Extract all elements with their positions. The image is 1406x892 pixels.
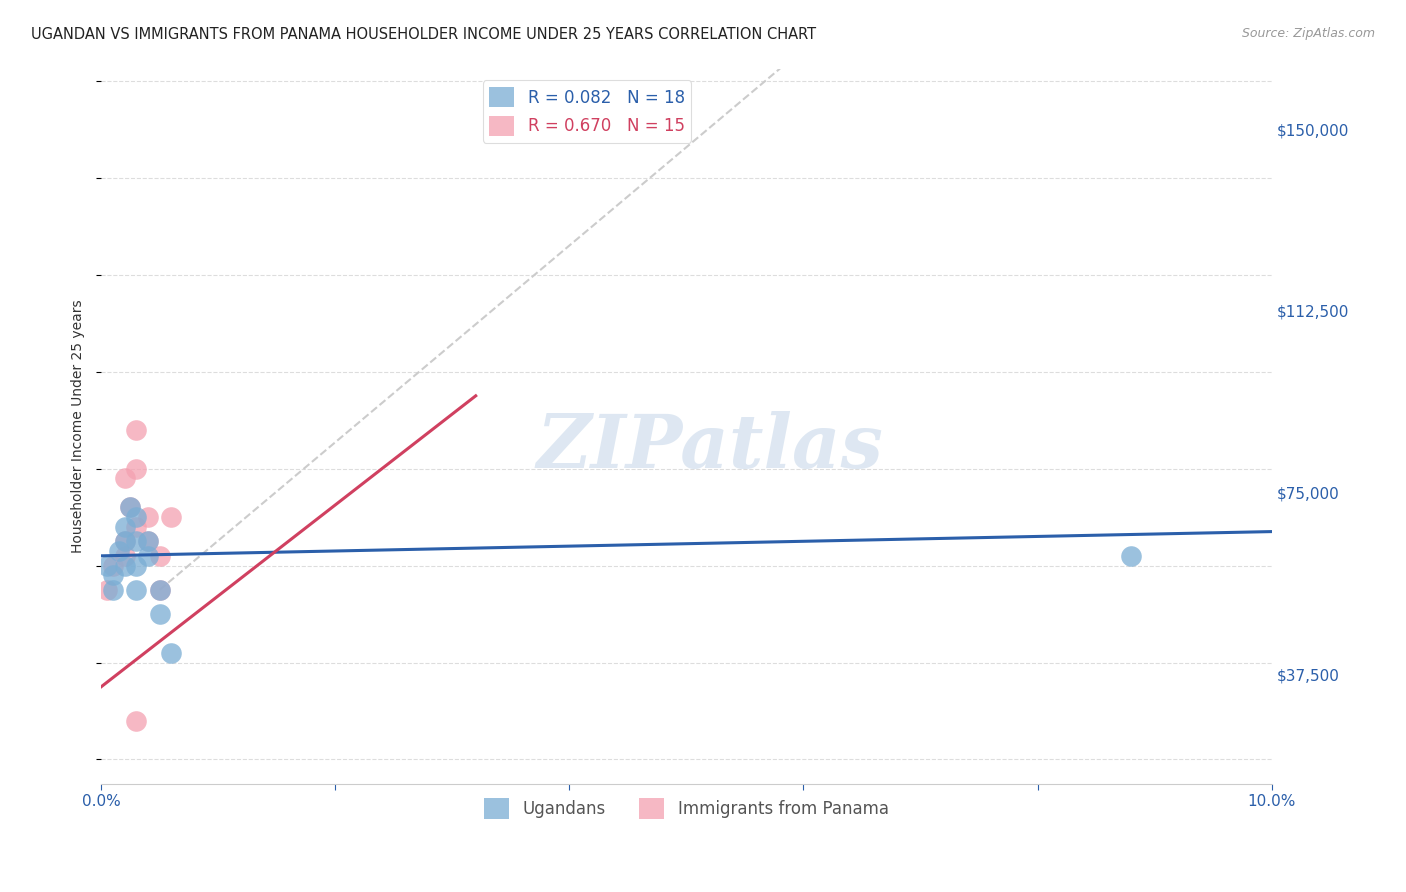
- Point: [114, 534, 136, 549]
- Point: [125, 520, 148, 534]
- Point: [125, 510, 148, 524]
- Point: [149, 582, 172, 597]
- Point: [114, 534, 136, 549]
- Text: Source: ZipAtlas.com: Source: ZipAtlas.com: [1241, 27, 1375, 40]
- Point: [125, 423, 148, 437]
- Point: [114, 558, 136, 573]
- Point: [136, 534, 159, 549]
- Point: [125, 714, 148, 728]
- Point: [114, 549, 136, 563]
- Point: [160, 510, 183, 524]
- Point: [125, 534, 148, 549]
- Point: [149, 549, 172, 563]
- Point: [1121, 549, 1143, 563]
- Text: ZIPatlas: ZIPatlas: [536, 411, 883, 483]
- Point: [96, 558, 118, 573]
- Point: [136, 534, 159, 549]
- Point: [136, 549, 159, 563]
- Point: [125, 558, 148, 573]
- Point: [107, 544, 129, 558]
- Point: [160, 646, 183, 660]
- Point: [120, 500, 142, 515]
- Point: [96, 582, 118, 597]
- Text: UGANDAN VS IMMIGRANTS FROM PANAMA HOUSEHOLDER INCOME UNDER 25 YEARS CORRELATION : UGANDAN VS IMMIGRANTS FROM PANAMA HOUSEH…: [31, 27, 815, 42]
- Legend: Ugandans, Immigrants from Panama: Ugandans, Immigrants from Panama: [478, 792, 896, 825]
- Point: [114, 471, 136, 485]
- Point: [149, 582, 172, 597]
- Point: [136, 510, 159, 524]
- Y-axis label: Householder Income Under 25 years: Householder Income Under 25 years: [72, 300, 86, 553]
- Point: [125, 582, 148, 597]
- Point: [101, 582, 124, 597]
- Point: [101, 568, 124, 582]
- Point: [101, 558, 124, 573]
- Point: [114, 520, 136, 534]
- Point: [125, 461, 148, 475]
- Point: [149, 607, 172, 621]
- Point: [120, 500, 142, 515]
